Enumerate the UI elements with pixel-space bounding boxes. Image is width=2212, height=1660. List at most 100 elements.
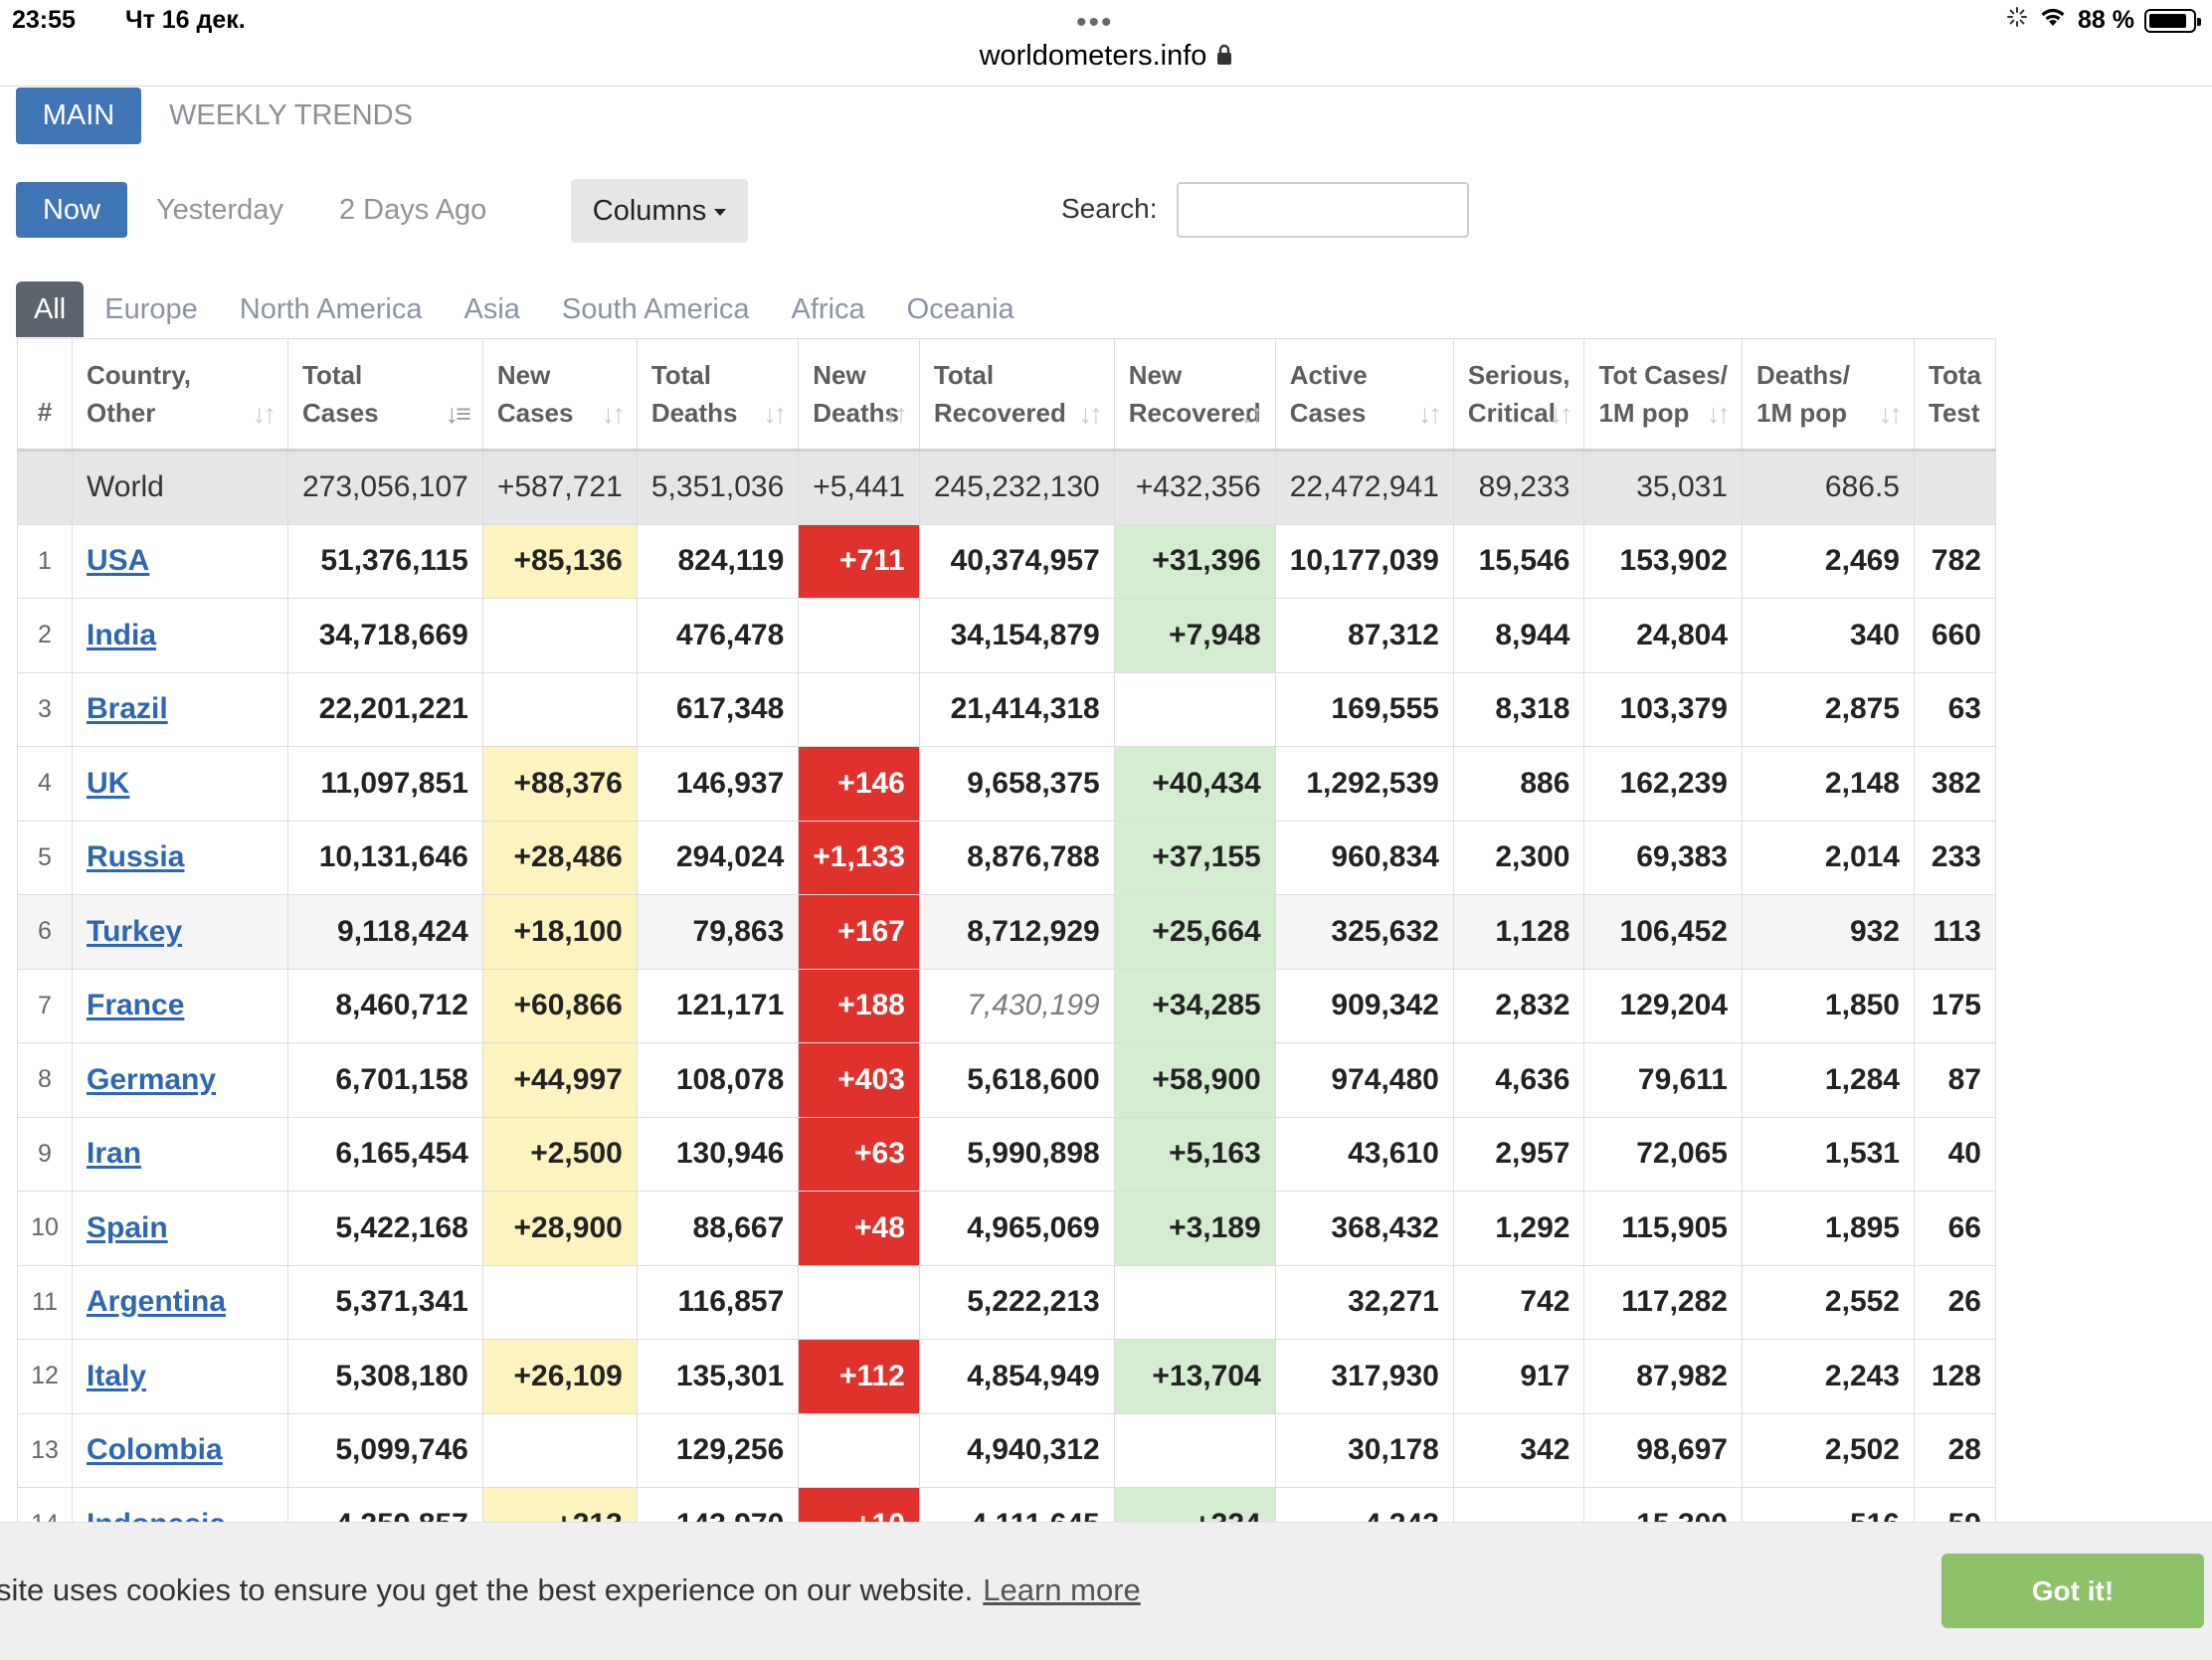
main-tab-button[interactable]: MAIN	[16, 88, 141, 144]
new-cases-cell	[481, 1412, 638, 1488]
country-link[interactable]: Italy	[87, 1359, 147, 1392]
col-header-new-cases[interactable]: New Cases ↓↑	[481, 338, 638, 452]
region-tab-africa[interactable]: Africa	[791, 292, 865, 325]
country-link[interactable]: USA	[87, 544, 150, 578]
cases-per-million-cell: 103,379	[1583, 671, 1743, 747]
new-deaths-cell: +63	[798, 1116, 920, 1192]
new-recovered-cell: +432,356	[1113, 450, 1276, 525]
weekly-trends-tab[interactable]: WEEKLY TRENDS	[169, 99, 413, 131]
col-header-line2: Cases	[496, 398, 574, 428]
sort-icon[interactable]: ↓↑	[1078, 399, 1103, 429]
total-cases-cell: 6,701,158	[287, 1042, 483, 1118]
col-header-line1: Total	[302, 360, 363, 390]
now-button[interactable]: Now	[16, 182, 127, 238]
col-header-total-cases[interactable]: Total Cases ↓≡	[287, 338, 483, 452]
new-recovered-cell: +34,285	[1113, 968, 1276, 1043]
region-tab-south-america[interactable]: South America	[561, 292, 750, 325]
col-header-country[interactable]: Country, Other ↓↑	[72, 338, 288, 452]
deaths-per-million-cell: 516	[1742, 1487, 1915, 1522]
col-header-cases-per-million[interactable]: Tot Cases/1M pop ↓↑	[1583, 338, 1743, 452]
country-link[interactable]: Indonesia	[87, 1508, 226, 1522]
sort-icon[interactable]: ↓↑	[601, 399, 626, 429]
yesterday-tab[interactable]: Yesterday	[156, 193, 283, 226]
total-recovered-cell: 4,854,949	[918, 1339, 1115, 1414]
new-recovered-cell: +37,155	[1113, 820, 1276, 895]
deaths-per-million-cell: 2,875	[1742, 671, 1915, 747]
status-indicators: 88 %	[2006, 6, 2201, 35]
table-row: 13 Colombia 5,099,746 129,256 4,940,312 30,17…	[17, 1412, 1996, 1488]
country-link[interactable]: Russia	[87, 840, 185, 874]
region-tab-north-america[interactable]: North America	[239, 292, 423, 325]
col-header-deaths-per-million[interactable]: Deaths/1M pop ↓↑	[1742, 338, 1915, 452]
region-tab-all[interactable]: All	[16, 281, 85, 337]
address-bar[interactable]: worldometers.info	[0, 40, 2212, 74]
table-row: 6 Turkey 9,118,424 +18,100 79,863 +167 8,712,9…	[17, 894, 1996, 970]
region-tab-europe[interactable]: Europe	[104, 292, 198, 325]
region-tab-oceania[interactable]: Oceania	[906, 292, 1014, 325]
active-cases-cell: 10,177,039	[1274, 523, 1454, 599]
country-cell: World	[72, 450, 288, 525]
rank-cell: 8	[17, 1042, 73, 1118]
columns-dropdown-button[interactable]: Columns	[571, 179, 748, 243]
total-cases-cell: 11,097,851	[287, 746, 483, 822]
country-link[interactable]: Argentina	[87, 1285, 227, 1319]
col-header-total-recovered[interactable]: Total Recovered ↓↑	[918, 338, 1115, 452]
sort-icon[interactable]: ↓↑	[1549, 399, 1572, 429]
col-header-new-deaths[interactable]: New Deaths ↓↑	[798, 338, 920, 452]
total-recovered-cell: 8,712,929	[918, 894, 1115, 970]
sort-icon[interactable]: ↓↑	[883, 399, 908, 429]
country-link[interactable]: India	[87, 618, 157, 651]
col-header-rank[interactable]: #	[17, 338, 73, 452]
country-link[interactable]: Colombia	[87, 1433, 223, 1467]
sort-icon[interactable]: ↓↑	[253, 399, 276, 429]
new-recovered-cell: +13,704	[1113, 1339, 1276, 1414]
got-it-button[interactable]: Got it!	[1941, 1554, 2204, 1628]
col-header-total-tests[interactable]: Tota Test	[1914, 338, 1996, 452]
sort-icon[interactable]: ↓↑	[1239, 399, 1264, 429]
new-cases-cell: +44,997	[481, 1042, 638, 1118]
col-header-line1: Country,	[87, 360, 191, 390]
country-link[interactable]: Germany	[87, 1062, 217, 1096]
country-link[interactable]: UK	[87, 766, 130, 800]
rank-cell: 6	[17, 894, 73, 970]
col-header-new-recovered[interactable]: New Recovered ↓↑	[1113, 338, 1276, 452]
country-link[interactable]: Spain	[87, 1210, 168, 1244]
country-cell: Iran	[72, 1116, 288, 1192]
new-recovered-cell	[1113, 671, 1276, 747]
serious-critical-cell: 2,300	[1452, 820, 1585, 895]
two-days-ago-tab[interactable]: 2 Days Ago	[339, 193, 487, 226]
total-cases-cell: 51,376,115	[287, 523, 483, 599]
rank-cell: 10	[17, 1191, 73, 1266]
sort-icon[interactable]: ↓↑	[1707, 399, 1731, 429]
total-cases-cell: 8,460,712	[287, 968, 483, 1043]
country-link[interactable]: France	[87, 989, 185, 1022]
total-cases-cell: 273,056,107	[287, 450, 483, 525]
cookie-text: site uses cookies to ensure you get the …	[0, 1572, 974, 1607]
serious-critical-cell: 2,957	[1452, 1116, 1585, 1192]
country-link[interactable]: Turkey	[87, 914, 183, 948]
sort-desc-icon[interactable]: ↓≡	[445, 399, 471, 429]
country-link[interactable]: Iran	[87, 1137, 142, 1171]
new-deaths-cell: +403	[798, 1042, 920, 1118]
region-tab-asia[interactable]: Asia	[463, 292, 520, 325]
sort-icon[interactable]: ↓↑	[763, 399, 787, 429]
country-link[interactable]: Brazil	[87, 692, 168, 726]
new-recovered-cell: +58,900	[1113, 1042, 1276, 1118]
table-row: 5 Russia 10,131,646 +28,486 294,024 +1,133 8,8…	[17, 820, 1996, 895]
col-header-total-deaths[interactable]: Total Deaths ↓↑	[636, 338, 800, 452]
col-header-serious-critical[interactable]: Serious, Critical ↓↑	[1452, 338, 1585, 452]
learn-more-link[interactable]: Learn more	[983, 1572, 1141, 1607]
cookie-message: site uses cookies to ensure you get the …	[0, 1572, 1141, 1608]
col-header-active-cases[interactable]: Active Cases ↓↑	[1274, 338, 1454, 452]
search-input[interactable]	[1177, 182, 1469, 238]
total-recovered-cell: 4,111,645	[918, 1487, 1115, 1522]
deaths-per-million-cell: 1,850	[1742, 968, 1915, 1043]
more-dots-icon[interactable]: •••	[1076, 6, 1114, 39]
sort-icon[interactable]: ↓↑	[1879, 399, 1903, 429]
new-cases-cell	[481, 598, 638, 673]
new-deaths-cell: +5,441	[798, 450, 920, 525]
total-deaths-cell: 108,078	[636, 1042, 800, 1118]
col-header-line1: Active	[1289, 360, 1368, 390]
cases-per-million-cell: 35,031	[1583, 450, 1743, 525]
sort-icon[interactable]: ↓↑	[1417, 399, 1442, 429]
